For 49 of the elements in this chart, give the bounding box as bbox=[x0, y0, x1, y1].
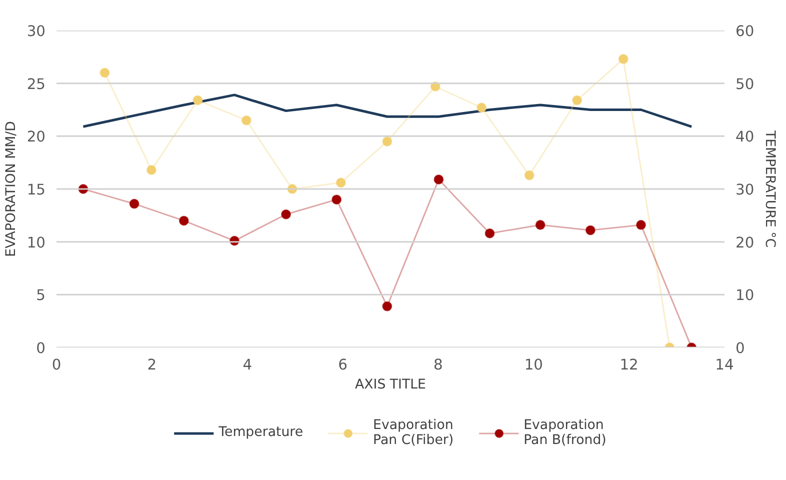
point bbox=[382, 136, 392, 146]
point bbox=[535, 220, 546, 230]
x-tick-label: 14 bbox=[715, 356, 734, 374]
y-tick-label: 5 bbox=[36, 287, 46, 304]
x-tick-label: 8 bbox=[434, 356, 443, 374]
y2-axis-title: TEMPERATURE °C bbox=[762, 129, 778, 248]
y-tick-label: 0 bbox=[36, 340, 46, 357]
y-tick-label: 20 bbox=[26, 128, 46, 146]
point bbox=[572, 95, 582, 106]
point bbox=[524, 170, 534, 180]
point bbox=[241, 115, 252, 126]
y2-tick-label: 30 bbox=[736, 182, 754, 198]
point bbox=[618, 54, 628, 64]
y-tick-label: 30 bbox=[26, 23, 46, 40]
point bbox=[146, 164, 156, 175]
x-tick-label: 4 bbox=[242, 356, 252, 374]
y-tick-label: 15 bbox=[26, 182, 46, 198]
line-series bbox=[82, 94, 693, 128]
x-tick-label: 10 bbox=[524, 356, 543, 374]
point bbox=[636, 220, 646, 230]
point bbox=[281, 209, 292, 220]
x-tick-label: 12 bbox=[620, 356, 638, 374]
y-tick-label: 10 bbox=[26, 234, 46, 252]
y2-tick-label: 50 bbox=[736, 76, 754, 93]
point bbox=[178, 216, 189, 226]
y2-tick-label: 10 bbox=[736, 287, 754, 304]
legend-label: Evaporation Pan B(frond) bbox=[524, 418, 606, 448]
point bbox=[100, 68, 110, 78]
y-tick-label: 25 bbox=[26, 76, 46, 93]
point bbox=[192, 95, 203, 106]
x-tick-label: 6 bbox=[338, 356, 348, 374]
x-tick-label: 0 bbox=[52, 356, 62, 374]
legend-label: Evaporation Pan C(Fiber) bbox=[373, 418, 454, 448]
point bbox=[332, 194, 342, 205]
point bbox=[484, 228, 495, 238]
point bbox=[382, 301, 392, 312]
point bbox=[129, 198, 140, 209]
x-axis-title: AXIS TITLE bbox=[355, 378, 426, 392]
legend-label: Temperature bbox=[218, 425, 304, 440]
y2-tick-label: 40 bbox=[736, 128, 754, 146]
x-tick-label: 2 bbox=[147, 356, 157, 374]
point bbox=[336, 178, 346, 188]
y2-tick-label: 0 bbox=[736, 340, 745, 357]
y-axis-title: EVAPORATION MM/D bbox=[4, 121, 19, 257]
y2-tick-label: 20 bbox=[736, 234, 754, 252]
y2-tick-label: 60 bbox=[736, 23, 754, 40]
point bbox=[434, 174, 444, 184]
point bbox=[585, 225, 596, 236]
point bbox=[476, 102, 487, 113]
